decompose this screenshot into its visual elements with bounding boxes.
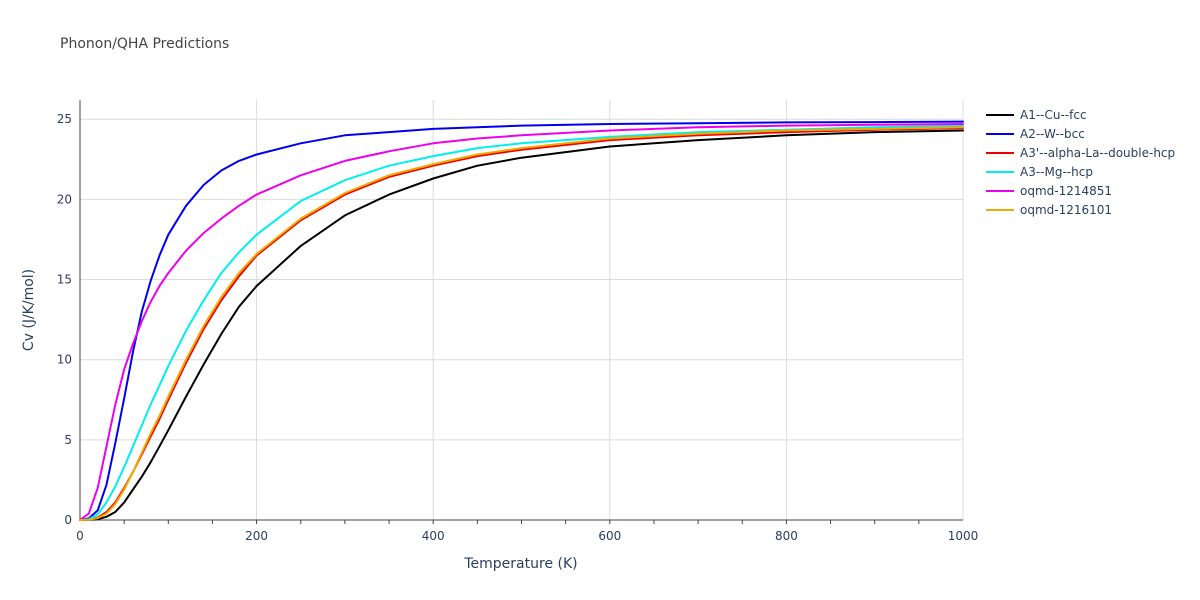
- x-tick-label: 0: [76, 529, 84, 543]
- x-axis-title: Temperature (K): [463, 556, 577, 572]
- x-tick-label: 200: [245, 529, 268, 543]
- x-tick-label: 800: [775, 529, 798, 543]
- x-tick-label: 400: [422, 529, 445, 543]
- chart-title: Phonon/QHA Predictions: [60, 36, 230, 52]
- series-line-1[interactable]: [79, 120, 964, 521]
- y-tick-label: 0: [64, 513, 72, 527]
- series-line-4[interactable]: [79, 123, 964, 521]
- legend-item[interactable]: A3--Mg--hcp: [986, 165, 1093, 179]
- grid: [79, 100, 964, 521]
- legend-item[interactable]: A2--W--bcc: [986, 127, 1085, 141]
- series-line-5[interactable]: [79, 126, 964, 521]
- legend-item[interactable]: oqmd-1214851: [986, 184, 1112, 198]
- y-axis-title: Cv (J/K/mol): [21, 269, 37, 351]
- legend-label: A3'--alpha-La--double-hcp: [1020, 146, 1175, 160]
- x-tick-label: 600: [598, 529, 621, 543]
- y-tick-label: 5: [64, 433, 72, 447]
- legend-item[interactable]: A3'--alpha-La--double-hcp: [986, 146, 1175, 160]
- series-line-2[interactable]: [79, 127, 964, 521]
- legend-label: oqmd-1216101: [1020, 203, 1112, 217]
- y-tick-label: 10: [57, 353, 72, 367]
- legend-label: A1--Cu--fcc: [1020, 108, 1087, 122]
- series-lines: [79, 120, 964, 521]
- legend-item[interactable]: oqmd-1216101: [986, 203, 1112, 217]
- y-tick-label: 25: [57, 112, 72, 126]
- legend-label: A2--W--bcc: [1020, 127, 1085, 141]
- legend-item[interactable]: A1--Cu--fcc: [986, 108, 1087, 122]
- series-line-3[interactable]: [79, 124, 964, 521]
- legend-label: A3--Mg--hcp: [1020, 165, 1093, 179]
- series-line-0[interactable]: [79, 129, 964, 521]
- legend[interactable]: A1--Cu--fcc A2--W--bcc A3'--alpha-La--doub…: [986, 108, 1175, 217]
- x-tick-label: 1000: [948, 529, 979, 543]
- y-tick-label: 15: [57, 273, 72, 287]
- axes: 0 200 400 600 800 1000 0 5 10 15 20 25: [57, 100, 979, 543]
- legend-label: oqmd-1214851: [1020, 184, 1112, 198]
- y-tick-label: 20: [57, 192, 72, 206]
